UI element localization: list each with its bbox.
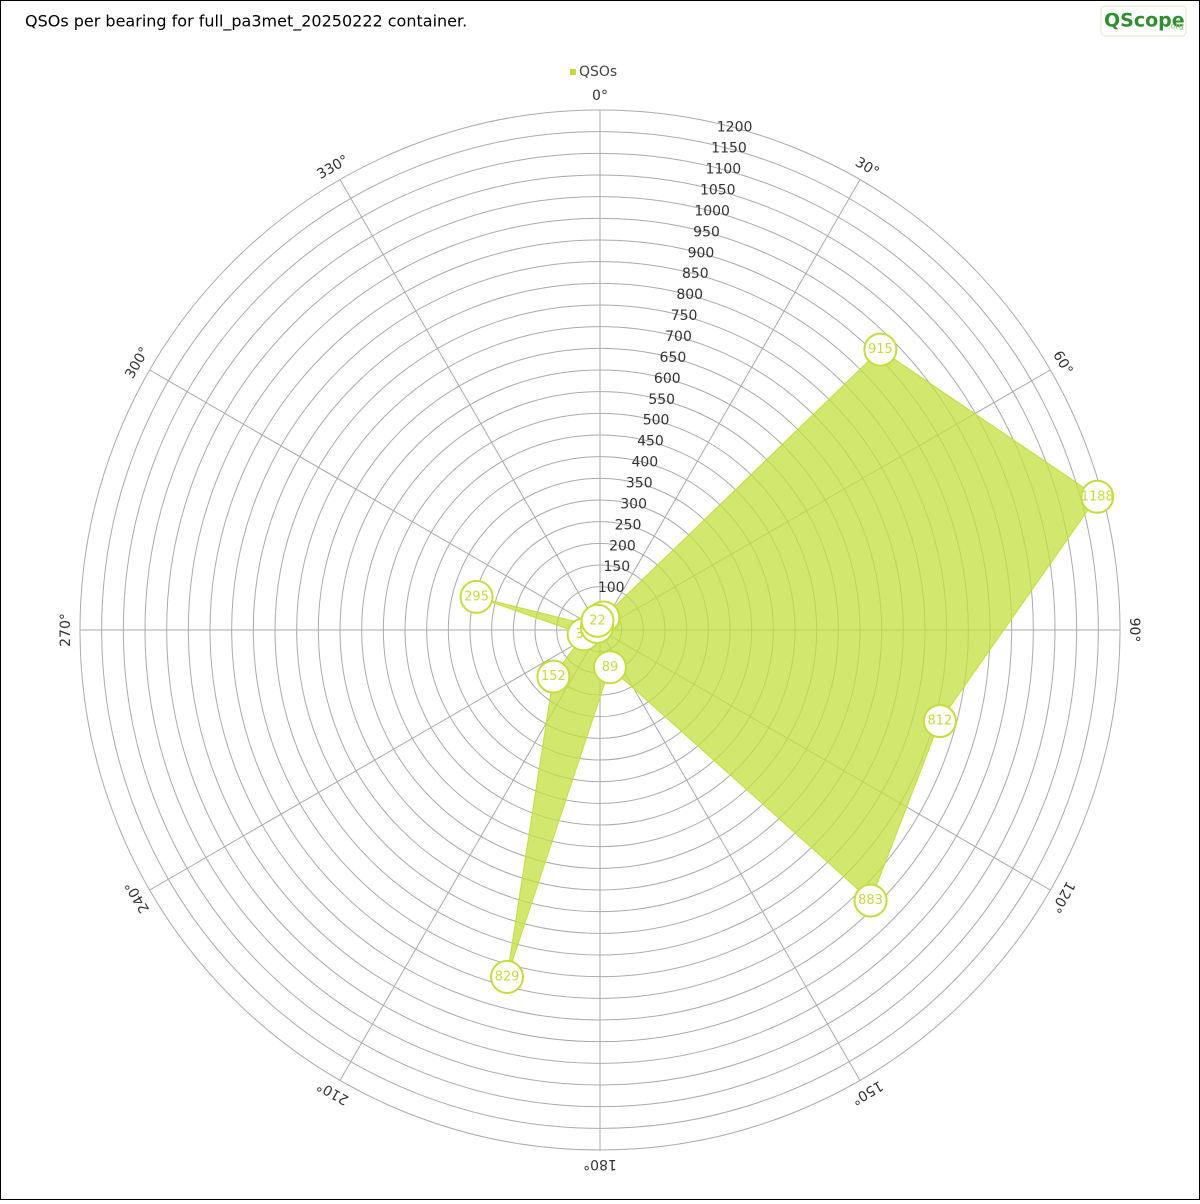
r-tick-label: 750 xyxy=(671,308,698,324)
r-tick-label: 600 xyxy=(654,371,681,387)
chart-title: QSOs per bearing for full_pa3met_2025022… xyxy=(25,12,467,32)
spoke xyxy=(599,629,861,1081)
point xyxy=(580,603,615,638)
value-label: 915 xyxy=(868,342,893,357)
spoke xyxy=(149,369,601,631)
r-tick-label: 500 xyxy=(643,413,670,429)
spoke xyxy=(599,179,861,631)
angle-label: 0° xyxy=(592,88,608,104)
spoke xyxy=(339,179,601,631)
spoke xyxy=(149,629,601,891)
value-label: 89 xyxy=(602,660,619,675)
point xyxy=(592,650,627,685)
r-tick-label: 800 xyxy=(676,287,703,303)
value-label: 883 xyxy=(858,893,883,908)
angle-label: 180° xyxy=(583,1156,617,1172)
point xyxy=(536,659,571,694)
r-tick-label: 950 xyxy=(693,224,720,240)
r-tick-label: 550 xyxy=(648,392,675,408)
r-tick-label: 100 xyxy=(598,580,625,596)
logo-box xyxy=(1100,5,1187,37)
logo-text: QScope xyxy=(1104,10,1185,32)
r-tick-label: 250 xyxy=(615,517,642,533)
r-tick-label: 1150 xyxy=(711,141,747,157)
r-tick-label: 350 xyxy=(626,476,653,492)
logo: QScope .org xyxy=(1100,5,1187,37)
r-tick-label: 900 xyxy=(688,245,715,261)
legend-label: QSOs xyxy=(579,64,617,80)
value-label: 22 xyxy=(589,613,606,628)
value-label: 829 xyxy=(495,969,520,984)
r-tick-label: 1200 xyxy=(717,120,753,136)
point xyxy=(863,332,898,367)
point xyxy=(459,579,494,614)
point xyxy=(490,959,525,994)
value-label: 295 xyxy=(464,589,489,604)
r-tick-label: 150 xyxy=(603,559,630,575)
r-tick-label: 200 xyxy=(609,538,636,554)
value-label: 812 xyxy=(927,714,952,729)
point xyxy=(1080,479,1115,514)
point xyxy=(853,883,888,918)
angle-label: 270° xyxy=(58,613,74,647)
r-tick-label: 300 xyxy=(620,496,647,512)
point xyxy=(922,704,957,739)
r-tick-label: 650 xyxy=(660,350,687,366)
r-tick-label: 1100 xyxy=(706,162,742,178)
value-label: 1188 xyxy=(1081,489,1114,504)
legend-swatch xyxy=(570,69,576,75)
r-tick-label: 1000 xyxy=(694,203,730,219)
r-tick-label: 700 xyxy=(665,329,692,345)
logo-suffix: .org xyxy=(1168,22,1184,31)
r-tick-label: 400 xyxy=(631,455,658,471)
r-tick-label: 850 xyxy=(682,266,709,282)
angle-label: 90° xyxy=(1126,618,1142,643)
r-tick-label: 450 xyxy=(637,434,664,450)
r-tick-label: 1050 xyxy=(700,183,736,199)
value-label: 152 xyxy=(541,669,566,684)
